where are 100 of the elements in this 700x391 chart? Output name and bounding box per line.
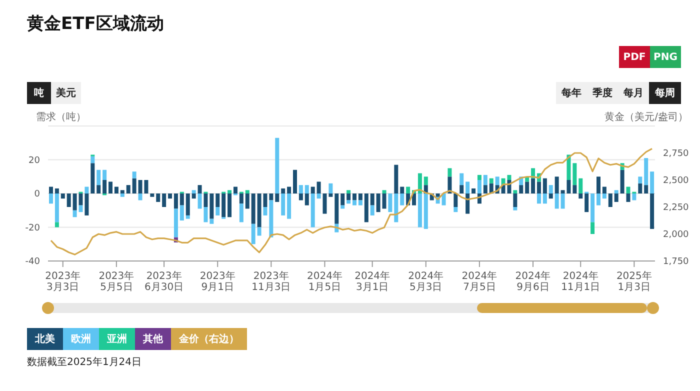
x-tick-label: 2024年5月3日 bbox=[408, 270, 444, 293]
text: 其他 bbox=[135, 328, 171, 350]
bar bbox=[340, 194, 345, 206]
bar bbox=[406, 186, 410, 194]
bar bbox=[269, 200, 274, 238]
bar bbox=[216, 207, 220, 216]
bar bbox=[638, 183, 642, 194]
bar bbox=[495, 176, 500, 186]
bar bbox=[644, 185, 648, 194]
text: PNG bbox=[650, 46, 681, 68]
bar bbox=[364, 194, 368, 222]
text: 北美 bbox=[27, 328, 63, 350]
bar bbox=[376, 194, 380, 212]
y2-tick-label: 1,750 bbox=[663, 257, 690, 268]
x-tick-label: 2024年1月5日 bbox=[306, 270, 342, 293]
text: 数据截至2025年1月24日 bbox=[27, 356, 142, 369]
bar bbox=[358, 194, 362, 200]
bar bbox=[298, 194, 303, 200]
bar bbox=[245, 194, 250, 209]
x-tick-label: 2023年6月30日 bbox=[144, 270, 184, 293]
bar bbox=[614, 190, 618, 194]
y2-tick-label: 2,250 bbox=[663, 203, 690, 214]
line-series bbox=[50, 148, 653, 256]
x-tick-label: 2023年11月3日 bbox=[252, 270, 291, 293]
bar bbox=[328, 183, 333, 194]
bar bbox=[513, 207, 518, 210]
bar bbox=[269, 194, 274, 200]
bar bbox=[132, 178, 136, 194]
bar bbox=[466, 194, 470, 214]
bar bbox=[454, 194, 458, 207]
bar bbox=[310, 194, 315, 228]
x-tick-label: 2024年7月5日 bbox=[462, 270, 498, 293]
bar bbox=[370, 205, 374, 216]
bar bbox=[298, 185, 303, 194]
bar bbox=[304, 185, 309, 194]
bar bbox=[644, 158, 648, 186]
bar bbox=[120, 190, 124, 194]
bar bbox=[370, 194, 374, 206]
y-tick-label: 0 bbox=[34, 190, 40, 200]
bar bbox=[525, 182, 530, 194]
bar bbox=[316, 182, 321, 194]
bar bbox=[638, 176, 642, 184]
bar bbox=[548, 194, 553, 199]
x-tick-label: 2024年11月1日 bbox=[561, 270, 600, 293]
bar bbox=[180, 205, 184, 220]
bar bbox=[346, 190, 351, 194]
bar bbox=[180, 194, 184, 206]
bar bbox=[554, 194, 559, 209]
bar bbox=[572, 163, 577, 186]
bar bbox=[418, 173, 422, 194]
bar bbox=[460, 185, 464, 194]
bar bbox=[608, 194, 612, 207]
bar bbox=[394, 164, 398, 194]
bar bbox=[251, 224, 256, 244]
bar bbox=[156, 194, 160, 202]
bar bbox=[310, 186, 315, 194]
bar bbox=[49, 186, 53, 194]
bar bbox=[536, 182, 541, 194]
bar bbox=[186, 215, 190, 219]
bar bbox=[216, 194, 220, 207]
y2-tick-label: 2,750 bbox=[663, 149, 690, 160]
bar bbox=[513, 194, 518, 207]
bar bbox=[448, 168, 452, 177]
bar bbox=[346, 194, 351, 200]
bar bbox=[102, 170, 107, 180]
bar bbox=[483, 185, 488, 194]
bar bbox=[542, 178, 547, 194]
bar bbox=[66, 194, 71, 207]
bar bbox=[483, 174, 488, 186]
text: 每月 bbox=[618, 82, 649, 104]
bar bbox=[210, 218, 214, 224]
bar bbox=[489, 178, 494, 184]
bar bbox=[78, 205, 83, 212]
bar bbox=[204, 194, 208, 207]
bar bbox=[477, 174, 482, 180]
bar bbox=[352, 194, 356, 200]
bar bbox=[228, 190, 232, 194]
bar bbox=[168, 194, 172, 199]
bar bbox=[650, 172, 654, 194]
bar bbox=[382, 190, 386, 194]
x-tick-label: 2023年5月5日 bbox=[98, 270, 134, 293]
bar bbox=[572, 185, 577, 194]
bar bbox=[287, 194, 292, 219]
bar bbox=[54, 194, 59, 222]
bar bbox=[566, 154, 571, 180]
bar bbox=[90, 163, 95, 194]
x-tick-label: 2023年3月3日 bbox=[45, 270, 81, 293]
bar bbox=[54, 188, 59, 194]
bar bbox=[132, 172, 136, 178]
bar bbox=[108, 182, 113, 194]
bar bbox=[84, 186, 89, 194]
x-tick-label: 2025年1月3日 bbox=[616, 270, 652, 293]
chart-title: 黄金ETF区域流动 bbox=[27, 13, 164, 35]
text: 每年 bbox=[556, 82, 587, 104]
bar bbox=[150, 194, 154, 197]
bar bbox=[590, 222, 595, 234]
bar bbox=[358, 200, 362, 206]
bar bbox=[49, 194, 53, 204]
bar bbox=[257, 227, 262, 236]
text: 亚洲 bbox=[99, 328, 135, 350]
